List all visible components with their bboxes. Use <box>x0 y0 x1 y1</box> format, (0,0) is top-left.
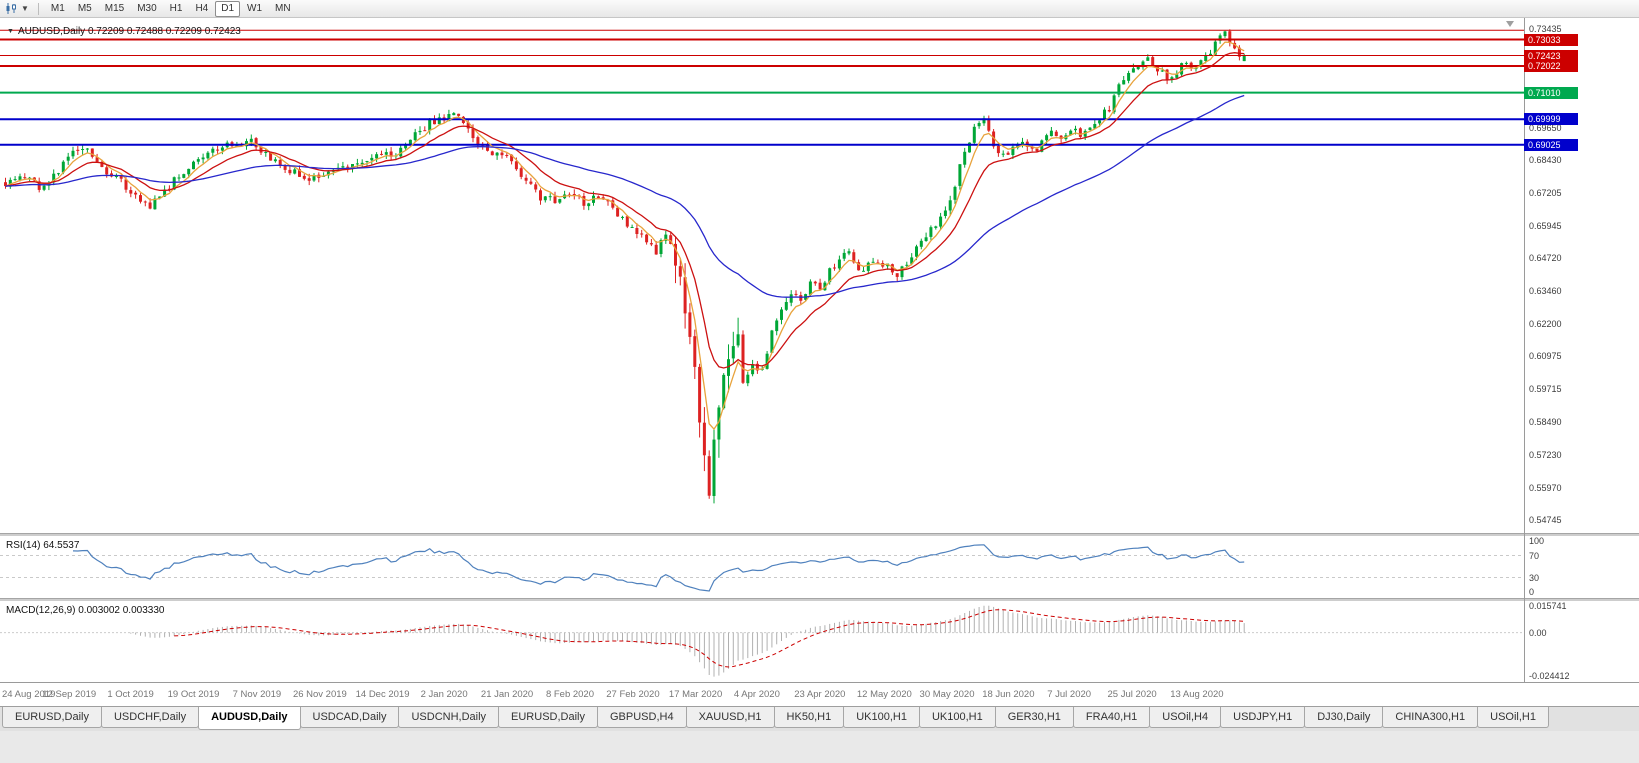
chart-tab-eurusd-daily[interactable]: EURUSD,Daily <box>2 707 102 728</box>
date-label: 18 Jun 2020 <box>982 689 1035 700</box>
chart-tab-usdjpy-h1[interactable]: USDJPY,H1 <box>1220 707 1306 728</box>
collapse-triangle-icon[interactable]: ▼ <box>7 28 14 35</box>
main-chart-panel: ▼ AUDUSD,Daily 0.72209 0.72488 0.72209 0.… <box>0 18 1639 533</box>
chart-tab-usdcnh-daily[interactable]: USDCNH,Daily <box>398 707 500 728</box>
price-axis-separator <box>1524 18 1525 682</box>
rsi-label: RSI(14) 64.5537 <box>6 540 80 551</box>
chart-tab-uk100-h1[interactable]: UK100,H1 <box>843 707 920 728</box>
chart-tab-dj30-daily[interactable]: DJ30,Daily <box>1304 707 1384 728</box>
candlestick-chart-icon[interactable] <box>5 2 19 15</box>
chart-tab-fra40-h1[interactable]: FRA40,H1 <box>1072 707 1151 728</box>
main-toolbar: ▼ M1 M5 M15 M30 H1 H4 D1 W1 MN <box>0 0 1639 18</box>
chart-tab-uk100-h1[interactable]: UK100,H1 <box>918 707 996 728</box>
date-label: 27 Feb 2020 <box>606 689 660 700</box>
price-line-label: 0.71010 <box>1524 86 1578 99</box>
timeframe-button-m15[interactable]: M15 <box>104 2 125 14</box>
timeframe-button-h4[interactable]: H4 <box>195 2 209 14</box>
price-axis-label: 0.58490 <box>1529 416 1562 427</box>
rsi-panel: RSI(14) 64.5537 100 70 30 0 <box>0 536 1639 598</box>
panel-separator[interactable] <box>0 598 1639 601</box>
price-axis-label: 0.54745 <box>1529 515 1562 525</box>
chart-tab-xauusd-h1[interactable]: XAUUSD,H1 <box>685 707 775 728</box>
date-label: 1 Oct 2019 <box>107 689 154 700</box>
macd-panel: MACD(12,26,9) 0.003002 0.003330 0.015741… <box>0 601 1639 682</box>
price-line-label: 0.72022 <box>1524 60 1578 72</box>
timeframe-button-m5[interactable]: M5 <box>77 2 92 14</box>
price-line-label: 0.72423 <box>1524 49 1578 62</box>
timeframe-button-d1[interactable]: D1 <box>215 0 241 17</box>
timeframe-button-m1[interactable]: M1 <box>50 2 65 14</box>
timeframe-button-m30[interactable]: M30 <box>137 2 157 14</box>
date-label: 8 Feb 2020 <box>545 689 595 700</box>
rsi-axis-label: 0 <box>1529 587 1535 597</box>
price-line-label: 0.73033 <box>1524 33 1578 46</box>
date-label: 13 Aug 2020 <box>1170 689 1224 700</box>
chart-ohlc-text: AUDUSD,Daily 0.72209 0.72488 0.72209 0.7… <box>17 26 241 37</box>
timeframe-button-w1[interactable]: W1 <box>247 2 263 14</box>
chart-tab-usoil-h1[interactable]: USOil,H1 <box>1477 707 1549 728</box>
price-axis-label: 0.69650 <box>1529 123 1562 134</box>
timeframe-button-mn[interactable]: MN <box>275 2 291 14</box>
macd-plot[interactable] <box>0 601 1524 682</box>
date-label: 24 Aug 2019 <box>2 689 56 700</box>
price-axis-label: 0.57230 <box>1529 449 1562 460</box>
chevron-down-icon[interactable]: ▼ <box>21 4 29 13</box>
chart-tab-ger30-h1[interactable]: GER30,H1 <box>994 707 1074 728</box>
price-chart-plot[interactable] <box>0 18 1524 533</box>
date-label: 19 Oct 2019 <box>167 689 220 700</box>
date-label: 26 Nov 2019 <box>292 689 347 700</box>
date-label: 12 May 2020 <box>856 689 912 700</box>
date-label: 2 Jan 2020 <box>420 689 468 700</box>
macd-axis-label: 0.015741 <box>1529 601 1567 611</box>
price-axis-label: 0.68430 <box>1529 155 1562 166</box>
price-axis-label: 0.60975 <box>1529 351 1562 362</box>
chart-tab-hk50-h1[interactable]: HK50,H1 <box>773 707 845 728</box>
chart-tab-usoil-h4[interactable]: USOil,H4 <box>1149 707 1222 728</box>
chart-tab-audusd-daily[interactable]: AUDUSD,Daily <box>198 707 301 730</box>
price-axis-label: 0.67205 <box>1529 187 1562 198</box>
chart-tab-eurusd-daily[interactable]: EURUSD,Daily <box>498 707 598 728</box>
chart-tab-china300-h1[interactable]: CHINA300,H1 <box>1382 707 1479 728</box>
date-label: 21 Jan 2020 <box>480 689 534 700</box>
macd-axis-label: -0.024412 <box>1529 671 1570 681</box>
date-label: 23 Apr 2020 <box>794 689 846 700</box>
panel-separator[interactable] <box>0 533 1639 536</box>
date-label: 4 Apr 2020 <box>733 689 780 700</box>
date-label: 25 Jul 2020 <box>1107 689 1157 700</box>
rsi-axis-label: 70 <box>1529 550 1540 561</box>
rsi-axis-label: 100 <box>1529 536 1545 546</box>
chart-tabbar: EURUSD,Daily USDCHF,Daily AUDUSD,Daily USDC… <box>0 706 1639 731</box>
price-line-label: 0.69999 <box>1524 113 1578 126</box>
date-label: 7 Jul 2020 <box>1047 689 1092 700</box>
chart-tab-usdcad-daily[interactable]: USDCAD,Daily <box>299 707 400 728</box>
date-label: 14 Dec 2019 <box>355 689 410 700</box>
date-label: 12 Sep 2019 <box>42 689 97 700</box>
price-shift-marker[interactable] <box>1506 21 1514 27</box>
date-label: 7 Nov 2019 <box>232 689 282 700</box>
date-label: 17 Mar 2020 <box>668 689 723 700</box>
macd-axis-label: 0.00 <box>1529 627 1547 638</box>
chart-tab-usdchf-daily[interactable]: USDCHF,Daily <box>100 707 200 728</box>
price-axis-label: 0.62200 <box>1529 319 1562 330</box>
macd-label: MACD(12,26,9) 0.003002 0.003330 <box>6 605 165 616</box>
bottom-spacer <box>0 731 1639 763</box>
price-axis-label: 0.55970 <box>1529 482 1562 493</box>
price-line-label: 0.69025 <box>1524 138 1578 151</box>
date-label: 30 May 2020 <box>919 689 975 700</box>
price-axis-label: 0.73435 <box>1529 23 1562 34</box>
timeframe-buttons: M1 M5 M15 M30 H1 H4 D1 W1 MN <box>45 0 297 17</box>
timeframe-button-h1[interactable]: H1 <box>169 2 183 14</box>
price-axis-label: 0.64720 <box>1529 252 1562 263</box>
rsi-axis-label: 30 <box>1529 572 1540 583</box>
price-axis-label: 0.59715 <box>1529 384 1562 395</box>
rsi-plot[interactable] <box>0 536 1524 598</box>
price-axis-label: 0.65945 <box>1529 220 1562 231</box>
price-axis-label: 0.63460 <box>1529 286 1562 296</box>
time-axis[interactable]: 24 Aug 2019 12 Sep 2019 1 Oct 2019 19 Oct 2… <box>0 682 1639 706</box>
chart-title: ▼ AUDUSD,Daily 0.72209 0.72488 0.72209 0.… <box>7 26 241 37</box>
chart-tab-gbpusd-h4[interactable]: GBPUSD,H4 <box>597 707 687 728</box>
toolbar-separator <box>37 2 39 15</box>
